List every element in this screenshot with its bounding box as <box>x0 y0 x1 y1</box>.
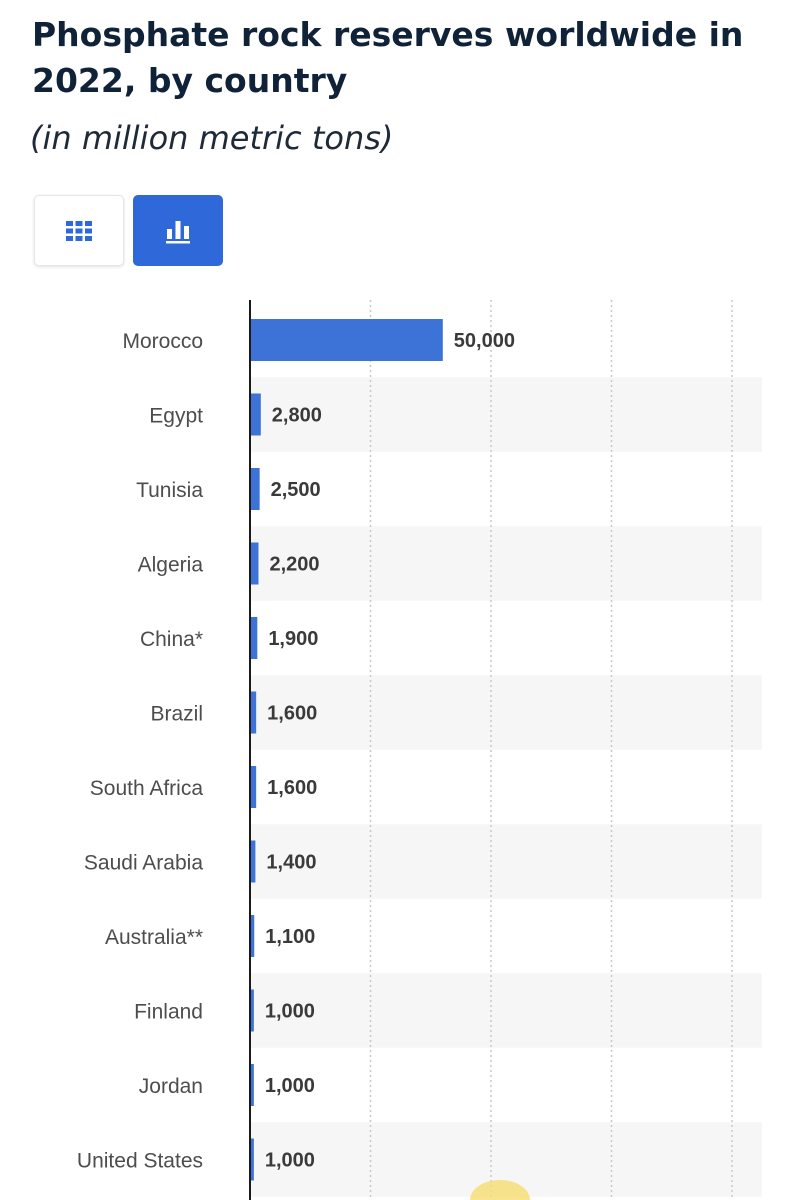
category-label: Jordan <box>139 1075 203 1098</box>
row-stripe <box>250 377 762 452</box>
category-label: Saudi Arabia <box>84 852 203 875</box>
bar[interactable] <box>250 617 258 659</box>
value-label: 2,800 <box>272 405 322 427</box>
value-label: 1,900 <box>268 628 318 650</box>
bar[interactable] <box>250 840 256 883</box>
value-label: 1,000 <box>265 1150 315 1172</box>
value-label: 1,100 <box>265 926 315 948</box>
bar[interactable] <box>250 915 255 957</box>
category-label: Egypt <box>149 405 203 428</box>
value-label: 1,000 <box>265 1001 315 1023</box>
bar[interactable] <box>250 989 254 1032</box>
row-stripe <box>250 675 762 750</box>
bar[interactable] <box>250 691 257 734</box>
chart-view-button[interactable] <box>133 195 223 266</box>
value-label: 1,000 <box>265 1075 315 1097</box>
bar[interactable] <box>250 1138 254 1181</box>
bar[interactable] <box>250 319 443 361</box>
category-label: Tunisia <box>136 479 203 502</box>
bar[interactable] <box>250 542 259 585</box>
category-label: United States <box>77 1150 203 1173</box>
table-view-button[interactable] <box>34 195 124 266</box>
bar[interactable] <box>250 393 261 436</box>
value-label: 2,200 <box>269 554 319 576</box>
category-label: Finland <box>134 1001 203 1024</box>
chart-title: Phosphate rock reserves worldwide in 202… <box>32 15 744 100</box>
category-label: China* <box>140 628 203 651</box>
category-label: Australia** <box>105 926 203 949</box>
chart-subtitle: (in million metric tons) <box>30 119 394 157</box>
row-stripe <box>250 973 762 1048</box>
category-label: Brazil <box>150 703 203 726</box>
value-label: 1,600 <box>267 703 317 725</box>
bar[interactable] <box>250 1064 254 1106</box>
row-stripe <box>250 824 762 899</box>
decorative-shape <box>470 1180 530 1200</box>
category-label: Morocco <box>122 330 203 353</box>
value-label: 50,000 <box>454 330 515 352</box>
bar-chart: Morocco 50,000 Egypt 2,800 Tunisia 2,500 Alger… <box>77 300 762 1200</box>
row-stripe <box>250 526 762 601</box>
chart-area: Morocco 50,000 Egypt 2,800 Tunisia 2,500 Alger… <box>0 300 802 1200</box>
category-label: South Africa <box>90 777 204 800</box>
value-label: 1,600 <box>267 777 317 799</box>
bar[interactable] <box>250 766 257 808</box>
value-label: 2,500 <box>271 479 321 501</box>
bar-chart-icon <box>166 220 190 243</box>
bar[interactable] <box>250 468 260 510</box>
value-label: 1,400 <box>266 852 316 874</box>
category-label: Algeria <box>138 554 204 577</box>
grid-icon <box>66 220 92 241</box>
